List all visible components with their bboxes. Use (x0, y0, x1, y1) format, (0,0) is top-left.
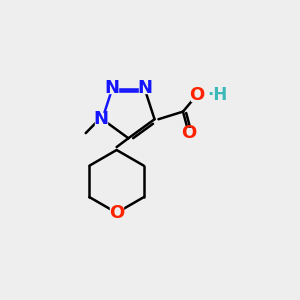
Text: O: O (189, 86, 205, 104)
Text: N: N (137, 79, 152, 97)
Bar (106, 82, 118, 93)
Bar (139, 82, 150, 93)
Text: N: N (105, 79, 120, 97)
Bar (191, 89, 203, 101)
Text: O: O (109, 204, 124, 222)
Bar (95, 113, 107, 125)
Bar (110, 206, 123, 219)
Text: O: O (181, 124, 196, 142)
Bar (183, 128, 194, 139)
Text: ·H: ·H (208, 86, 228, 104)
Text: N: N (94, 110, 109, 128)
